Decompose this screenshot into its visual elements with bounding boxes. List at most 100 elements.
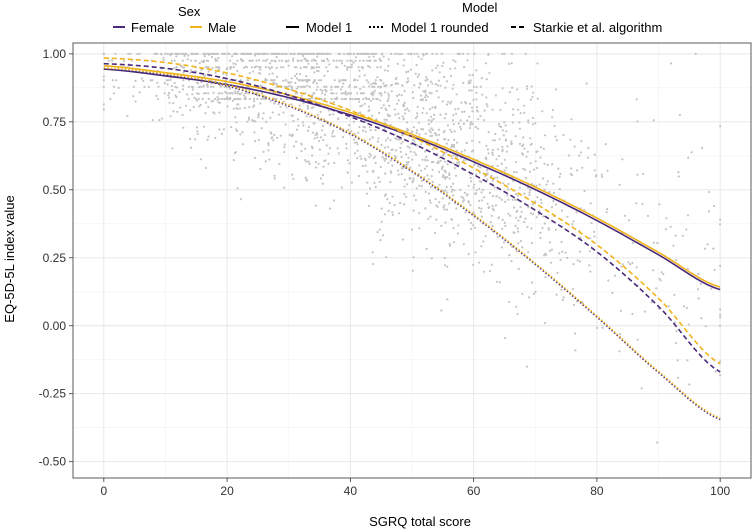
scatter-point	[353, 132, 356, 135]
scatter-point	[372, 82, 375, 85]
scatter-point	[371, 251, 374, 254]
scatter-point	[361, 129, 365, 132]
scatter-point	[206, 84, 209, 87]
scatter-point	[252, 70, 255, 73]
scatter-point	[542, 215, 545, 218]
scatter-point	[447, 100, 450, 103]
scatter-point	[378, 111, 381, 115]
scatter-point	[174, 94, 177, 97]
scatter-point	[319, 177, 322, 180]
scatter-point	[279, 105, 282, 108]
scatter-point	[443, 176, 447, 179]
scatter-point	[313, 92, 316, 95]
series-lines	[103, 57, 721, 421]
scatter-point	[503, 169, 506, 172]
scatter-point	[540, 198, 543, 201]
scatter-point	[348, 162, 351, 165]
scatter-point	[206, 138, 209, 141]
scatter-point	[268, 73, 271, 76]
scatter-point	[521, 246, 524, 249]
scatter-point	[257, 65, 260, 69]
scatter-point	[499, 108, 502, 111]
scatter-point	[531, 123, 535, 126]
scatter-point	[204, 101, 207, 104]
scatter-point	[194, 138, 197, 141]
scatter-point	[449, 67, 452, 70]
scatter-point	[491, 224, 494, 228]
scatter-point	[395, 82, 398, 85]
scatter-point	[387, 64, 390, 68]
scatter-point	[288, 133, 291, 136]
scatter-point	[439, 159, 442, 162]
scatter-point	[472, 164, 475, 167]
scatter-point	[379, 239, 382, 242]
scatter-point	[397, 173, 400, 176]
scatter-point	[356, 157, 359, 160]
scatter-point	[399, 150, 402, 153]
scatter-point	[460, 195, 463, 198]
scatter-point	[561, 299, 565, 302]
scatter-point	[218, 128, 221, 131]
scatter-point	[244, 92, 247, 95]
scatter-point	[421, 99, 424, 102]
scatter-point	[251, 59, 254, 62]
scatter-point	[332, 129, 335, 133]
scatter-point	[719, 218, 722, 221]
scatter-point	[338, 52, 341, 56]
scatter-point	[254, 52, 257, 56]
scatter-point	[102, 108, 105, 111]
scatter-point	[554, 203, 558, 206]
scatter-point	[457, 122, 460, 125]
scatter-point	[319, 110, 322, 113]
scatter-point	[669, 225, 672, 228]
scatter-point	[462, 81, 465, 84]
scatter-point	[305, 75, 308, 78]
scatter-point	[377, 85, 380, 88]
scatter-point	[526, 85, 529, 88]
scatter-point	[332, 101, 335, 104]
scatter-point	[479, 210, 482, 213]
scatter-point	[361, 164, 364, 167]
scatter-point	[623, 214, 627, 217]
scatter-point	[292, 177, 295, 180]
scatter-point	[491, 139, 494, 142]
scatter-point	[231, 55, 234, 58]
scatter-point	[134, 100, 137, 103]
scatter-point	[510, 52, 513, 56]
scatter-point	[467, 253, 470, 256]
scatter-point	[204, 166, 207, 169]
scatter-point	[536, 62, 539, 65]
scatter-point	[244, 65, 247, 68]
scatter-point	[182, 84, 185, 87]
scatter-point	[431, 106, 434, 109]
scatter-point	[427, 84, 430, 87]
scatter-point	[295, 128, 299, 131]
scatter-point	[332, 113, 335, 116]
scatter-point	[481, 199, 484, 202]
scatter-point	[635, 98, 638, 101]
scatter-point	[358, 69, 361, 72]
scatter-point	[275, 83, 278, 86]
scatter-point	[419, 98, 422, 101]
scatter-point	[295, 77, 299, 80]
scatter-point	[206, 85, 209, 88]
scatter-point	[491, 230, 494, 233]
scatter-point	[338, 59, 341, 62]
scatter-point	[443, 204, 446, 207]
scatter-point	[462, 243, 465, 246]
scatter-point	[678, 113, 682, 117]
scatter-point	[479, 114, 482, 118]
scatter-point	[189, 137, 192, 140]
scatter-point	[539, 231, 542, 234]
scatter-point	[370, 83, 373, 86]
scatter-point	[521, 152, 524, 155]
scatter-point	[426, 95, 429, 98]
scatter-point	[368, 187, 372, 190]
scatter-point	[712, 247, 715, 250]
scatter-point	[202, 84, 206, 87]
scatter-point	[253, 156, 256, 159]
scatter-point	[337, 85, 340, 88]
scatter-point	[471, 139, 474, 142]
x-axis-title: SGRQ total score	[369, 514, 471, 529]
